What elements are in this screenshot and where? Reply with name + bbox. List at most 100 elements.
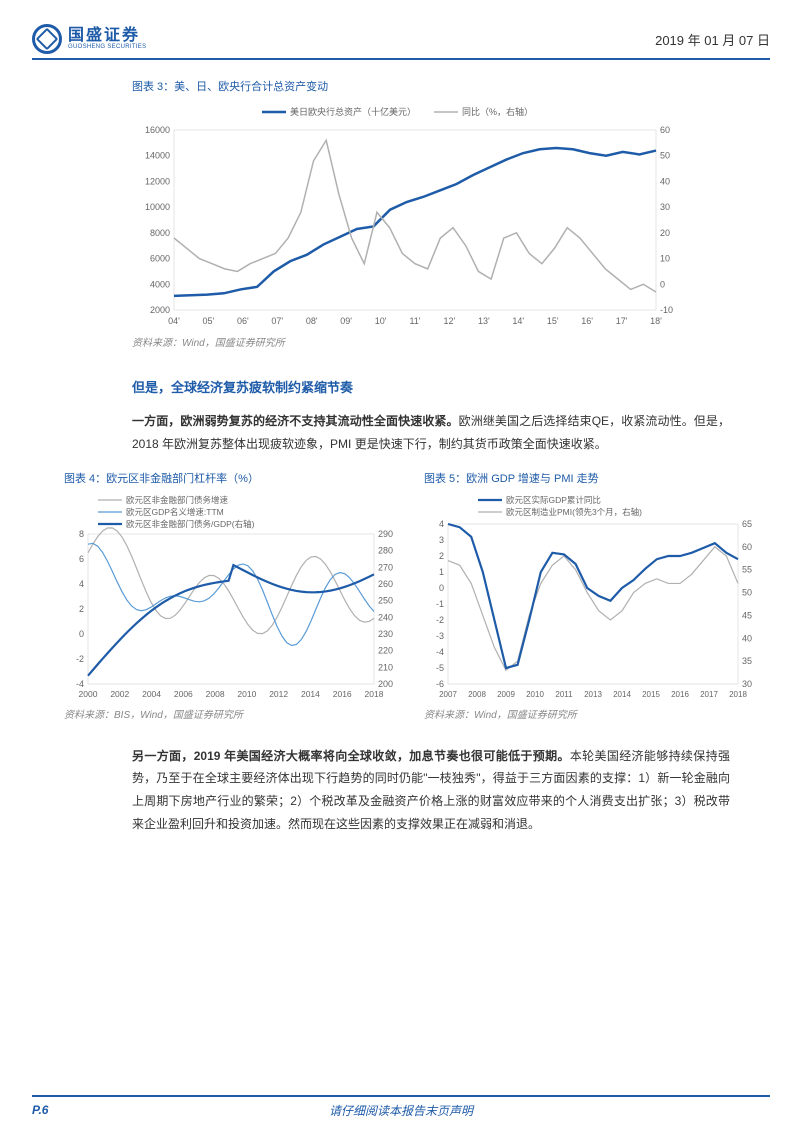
svg-text:06': 06' bbox=[237, 316, 249, 326]
section-heading-1: 但是，全球经济复苏疲软制约紧缩节奏 bbox=[132, 377, 770, 396]
svg-text:2010: 2010 bbox=[237, 689, 256, 699]
svg-text:220: 220 bbox=[378, 645, 393, 655]
svg-text:美日欧央行总资产（十亿美元）: 美日欧央行总资产（十亿美元） bbox=[290, 106, 416, 117]
svg-text:65: 65 bbox=[742, 519, 752, 529]
svg-text:240: 240 bbox=[378, 612, 393, 622]
svg-text:230: 230 bbox=[378, 629, 393, 639]
svg-text:0: 0 bbox=[439, 583, 444, 593]
svg-text:250: 250 bbox=[378, 595, 393, 605]
svg-text:2016: 2016 bbox=[671, 690, 689, 699]
svg-text:10000: 10000 bbox=[145, 202, 170, 212]
svg-text:欧元区制造业PMI(领先3个月，右轴): 欧元区制造业PMI(领先3个月，右轴) bbox=[506, 507, 642, 517]
svg-text:50: 50 bbox=[742, 587, 752, 597]
paragraph-1-bold: 一方面，欧洲弱势复苏的经济不支持其流动性全面快速收紧。 bbox=[132, 414, 459, 428]
svg-text:2008: 2008 bbox=[206, 689, 225, 699]
svg-text:200: 200 bbox=[378, 679, 393, 689]
svg-text:同比（%，右轴）: 同比（%，右轴） bbox=[462, 106, 533, 117]
svg-text:60: 60 bbox=[660, 125, 670, 135]
logo: 国盛证券 GUOSHENG SECURITIES bbox=[32, 24, 146, 54]
svg-text:30: 30 bbox=[660, 202, 670, 212]
svg-text:2008: 2008 bbox=[468, 690, 486, 699]
svg-text:2013: 2013 bbox=[584, 690, 602, 699]
svg-text:20: 20 bbox=[660, 228, 670, 238]
svg-text:2018: 2018 bbox=[365, 689, 384, 699]
svg-text:2000: 2000 bbox=[79, 689, 98, 699]
svg-text:2016: 2016 bbox=[333, 689, 352, 699]
page-number: P.6 bbox=[32, 1103, 48, 1117]
chart-3-block: 图表 3：美、日、欧央行合计总资产变动 美日欧央行总资产（十亿美元） 同比（%，右… bbox=[132, 78, 730, 349]
paragraph-2-bold: 另一方面，2019 年美国经济大概率将向全球收敛，加息节奏也很可能低于预期。 bbox=[132, 749, 570, 763]
logo-text-cn: 国盛证券 bbox=[68, 28, 146, 44]
svg-text:45: 45 bbox=[742, 610, 752, 620]
page-footer: P.6 请仔细阅读本报告末页声明 bbox=[32, 1095, 770, 1117]
svg-text:3: 3 bbox=[439, 535, 444, 545]
svg-text:2: 2 bbox=[79, 604, 84, 614]
svg-text:40: 40 bbox=[660, 176, 670, 186]
svg-text:-3: -3 bbox=[436, 631, 444, 641]
svg-text:30: 30 bbox=[742, 679, 752, 689]
svg-text:2: 2 bbox=[439, 551, 444, 561]
svg-text:-2: -2 bbox=[76, 654, 84, 664]
svg-text:11': 11' bbox=[409, 316, 420, 326]
svg-text:12': 12' bbox=[444, 316, 456, 326]
svg-text:2004: 2004 bbox=[142, 689, 161, 699]
svg-text:16': 16' bbox=[581, 316, 593, 326]
svg-text:1: 1 bbox=[439, 567, 444, 577]
svg-text:欧元区实际GDP累计同比: 欧元区实际GDP累计同比 bbox=[506, 495, 601, 505]
chart-5-source: 资料来源：Wind，国盛证券研究所 bbox=[424, 706, 764, 721]
svg-text:-5: -5 bbox=[436, 663, 444, 673]
svg-text:2010: 2010 bbox=[526, 690, 544, 699]
svg-text:0: 0 bbox=[660, 279, 665, 289]
footer-disclaimer: 请仔细阅读本报告末页声明 bbox=[329, 1102, 473, 1119]
svg-text:40: 40 bbox=[742, 633, 752, 643]
svg-text:0: 0 bbox=[79, 629, 84, 639]
paragraph-2: 另一方面，2019 年美国经济大概率将向全球收敛，加息节奏也很可能低于预期。本轮… bbox=[132, 745, 730, 836]
logo-text-en: GUOSHENG SECURITIES bbox=[68, 44, 146, 50]
svg-text:10: 10 bbox=[660, 254, 670, 264]
chart-3: 美日欧央行总资产（十亿美元）同比（%，右轴）200040006000800010… bbox=[132, 100, 692, 330]
svg-text:13': 13' bbox=[478, 316, 490, 326]
svg-text:-4: -4 bbox=[436, 647, 444, 657]
svg-text:07': 07' bbox=[271, 316, 283, 326]
svg-text:2012: 2012 bbox=[269, 689, 288, 699]
svg-text:35: 35 bbox=[742, 656, 752, 666]
svg-text:14000: 14000 bbox=[145, 151, 170, 161]
svg-text:2002: 2002 bbox=[110, 689, 129, 699]
svg-text:2000: 2000 bbox=[150, 305, 170, 315]
page-header: 国盛证券 GUOSHENG SECURITIES 2019 年 01 月 07 … bbox=[32, 24, 770, 60]
svg-text:2015: 2015 bbox=[642, 690, 660, 699]
logo-icon bbox=[32, 24, 62, 54]
svg-text:60: 60 bbox=[742, 541, 752, 551]
svg-text:55: 55 bbox=[742, 564, 752, 574]
svg-text:4: 4 bbox=[79, 579, 84, 589]
chart-5-block: 图表 5：欧洲 GDP 增速与 PMI 走势 欧元区实际GDP累计同比欧元区制造… bbox=[424, 470, 764, 721]
chart-3-source: 资料来源：Wind，国盛证券研究所 bbox=[132, 334, 730, 349]
svg-text:290: 290 bbox=[378, 529, 393, 539]
svg-text:-10: -10 bbox=[660, 305, 673, 315]
svg-text:2007: 2007 bbox=[439, 690, 457, 699]
svg-text:2018: 2018 bbox=[729, 690, 747, 699]
svg-text:2009: 2009 bbox=[497, 690, 515, 699]
svg-text:08': 08' bbox=[306, 316, 318, 326]
svg-text:04': 04' bbox=[168, 316, 180, 326]
svg-text:260: 260 bbox=[378, 579, 393, 589]
svg-text:8000: 8000 bbox=[150, 228, 170, 238]
svg-text:-6: -6 bbox=[436, 679, 444, 689]
svg-text:6: 6 bbox=[79, 554, 84, 564]
svg-text:10': 10' bbox=[375, 316, 387, 326]
svg-text:17': 17' bbox=[616, 316, 628, 326]
svg-text:05': 05' bbox=[203, 316, 215, 326]
svg-text:280: 280 bbox=[378, 545, 393, 555]
svg-text:16000: 16000 bbox=[145, 125, 170, 135]
report-date: 2019 年 01 月 07 日 bbox=[655, 30, 770, 49]
svg-text:欧元区非金融部门债务/GDP(右轴): 欧元区非金融部门债务/GDP(右轴) bbox=[126, 519, 255, 529]
svg-text:210: 210 bbox=[378, 662, 393, 672]
chart-4: 欧元区非金融部门债务增速欧元区GDP名义增速:TTM欧元区非金融部门债务/GDP… bbox=[64, 492, 404, 702]
svg-text:12000: 12000 bbox=[145, 176, 170, 186]
svg-text:4000: 4000 bbox=[150, 279, 170, 289]
svg-text:欧元区非金融部门债务增速: 欧元区非金融部门债务增速 bbox=[126, 495, 229, 505]
chart-3-title: 图表 3：美、日、欧央行合计总资产变动 bbox=[132, 78, 730, 94]
svg-text:4: 4 bbox=[439, 519, 444, 529]
svg-text:2011: 2011 bbox=[555, 690, 573, 699]
svg-text:-2: -2 bbox=[436, 615, 444, 625]
